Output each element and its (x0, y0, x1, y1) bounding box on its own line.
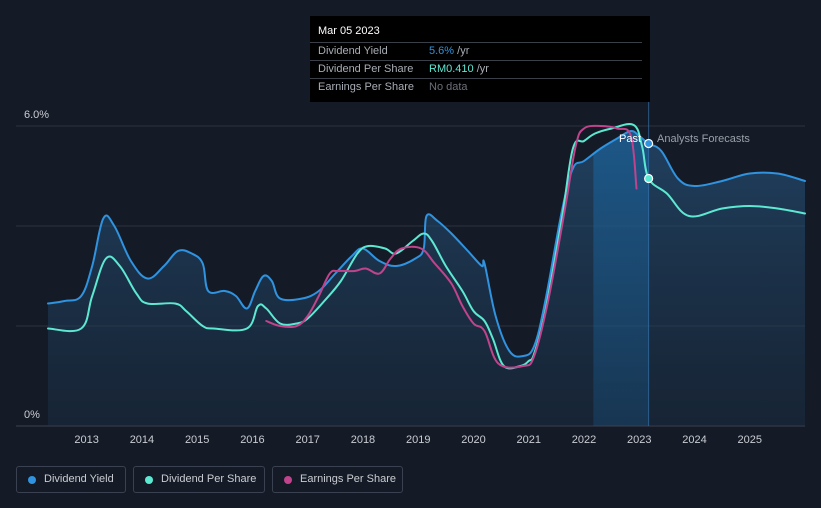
tooltip-row-dividend-yield: Dividend Yield 5.6% /yr (310, 42, 642, 60)
tooltip-unit: /yr (454, 45, 470, 57)
legend-dot-icon (284, 476, 292, 484)
x-tick-label: 2013 (74, 434, 98, 446)
legend-label: Earnings Per Share (300, 473, 396, 485)
x-tick-label: 2015 (185, 434, 209, 446)
tooltip-unit: /yr (473, 63, 489, 75)
legend-item-dividend-per-share[interactable]: Dividend Per Share (133, 466, 265, 493)
tooltip-row-earnings-per-share: Earnings Per Share No data (310, 78, 642, 96)
legend-label: Dividend Per Share (161, 473, 257, 485)
x-tick-label: 2017 (295, 434, 319, 446)
series-line-dividend-per-share (47, 123, 806, 370)
past-region-label: Past (619, 133, 641, 145)
legend-label: Dividend Yield (44, 473, 114, 485)
series-line-earnings-per-share (265, 124, 638, 369)
marker-dividend-per-share (644, 173, 654, 184)
tooltip-label: Earnings Per Share (318, 81, 414, 93)
tooltip-value: RM0.410 (429, 63, 474, 75)
tooltip-value: No data (429, 81, 468, 93)
tooltip-label: Dividend Per Share (318, 63, 414, 75)
legend-item-earnings-per-share[interactable]: Earnings Per Share (272, 466, 403, 493)
legend-dot-icon (28, 476, 36, 484)
x-tick-label: 2024 (682, 434, 706, 446)
x-tick-label: 2019 (406, 434, 430, 446)
x-tick-label: 2021 (516, 434, 540, 446)
x-tick-label: 2022 (572, 434, 596, 446)
series-line-dividend-yield (47, 129, 806, 358)
x-tick-label: 2018 (351, 434, 375, 446)
yield-area-fill (48, 130, 805, 427)
x-tick-label: 2025 (738, 434, 762, 446)
legend-dot-icon (145, 476, 153, 484)
past-year-highlight (593, 130, 649, 426)
tooltip-row-dividend-per-share: Dividend Per Share RM0.410 /yr (310, 60, 642, 78)
tooltip-value: 5.6% (429, 45, 455, 57)
legend-item-dividend-yield[interactable]: Dividend Yield (16, 466, 126, 493)
x-tick-label: 2016 (240, 434, 264, 446)
forecast-region-label: Analysts Forecasts (657, 133, 750, 145)
y-tick-label: 0% (24, 409, 40, 421)
x-tick-label: 2023 (627, 434, 651, 446)
data-tooltip: Mar 05 2023 Dividend Yield 5.6% /yr Divi… (310, 16, 650, 102)
tooltip-date: Mar 05 2023 (318, 25, 380, 37)
marker-dividend-yield (644, 138, 654, 149)
y-tick-label: 6.0% (24, 109, 49, 121)
x-tick-label: 2020 (461, 434, 485, 446)
x-tick-label: 2014 (130, 434, 154, 446)
tooltip-label: Dividend Yield (318, 45, 388, 57)
